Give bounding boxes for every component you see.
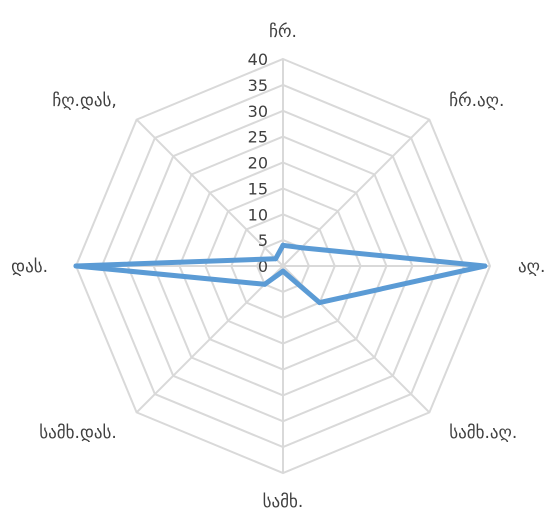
category-label-2: ჩრ.აღ. <box>449 91 504 111</box>
series-point-5 <box>280 268 286 274</box>
tick-label-10: 10 <box>248 205 268 224</box>
tick-label-30: 30 <box>248 102 268 121</box>
grid-spoke-8 <box>135 118 284 267</box>
category-label-1: ჩრ. <box>269 22 297 42</box>
tick-label-40: 40 <box>248 50 268 69</box>
category-labels: ჩრ. ჩრ.აღ. აღ. სამხ.აღ. სამხ. სამხ.დას. დას. ჩღ… <box>11 22 545 512</box>
series-point-7 <box>73 263 79 269</box>
tick-label-35: 35 <box>248 76 268 95</box>
category-label-7: დას. <box>11 257 48 277</box>
category-label-8: ჩღ.დას, <box>52 91 116 111</box>
tick-label-0: 0 <box>258 257 268 276</box>
series-point-1 <box>280 242 286 248</box>
series-point-8 <box>273 256 279 262</box>
tick-label-15: 15 <box>248 179 268 198</box>
category-label-6: სამხ.დას. <box>39 423 117 443</box>
category-label-3: აღ. <box>518 257 545 277</box>
grid-spoke-6 <box>135 265 284 414</box>
series-point-3 <box>482 263 488 269</box>
tick-label-20: 20 <box>248 154 268 173</box>
series-point-4 <box>317 300 323 306</box>
series-point-2 <box>298 245 304 251</box>
series-line-1 <box>73 242 488 306</box>
category-label-4: სამხ.აღ. <box>449 423 517 443</box>
grid-spoke-2 <box>282 118 431 267</box>
tick-label-5: 5 <box>258 231 268 250</box>
series-layer <box>73 242 488 306</box>
tick-label-25: 25 <box>248 128 268 147</box>
series-point-6 <box>262 281 268 287</box>
category-label-5: სამხ. <box>263 492 304 512</box>
radial-tick-labels: 0 5 10 15 20 25 30 35 40 <box>248 50 268 276</box>
